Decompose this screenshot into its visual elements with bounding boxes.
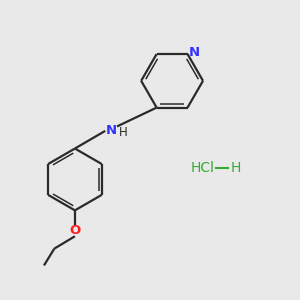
Text: HCl: HCl	[191, 161, 215, 175]
Text: O: O	[69, 224, 80, 238]
Text: N: N	[106, 124, 117, 137]
Text: H: H	[231, 161, 241, 175]
Text: N: N	[188, 46, 200, 59]
Text: H: H	[119, 126, 128, 139]
